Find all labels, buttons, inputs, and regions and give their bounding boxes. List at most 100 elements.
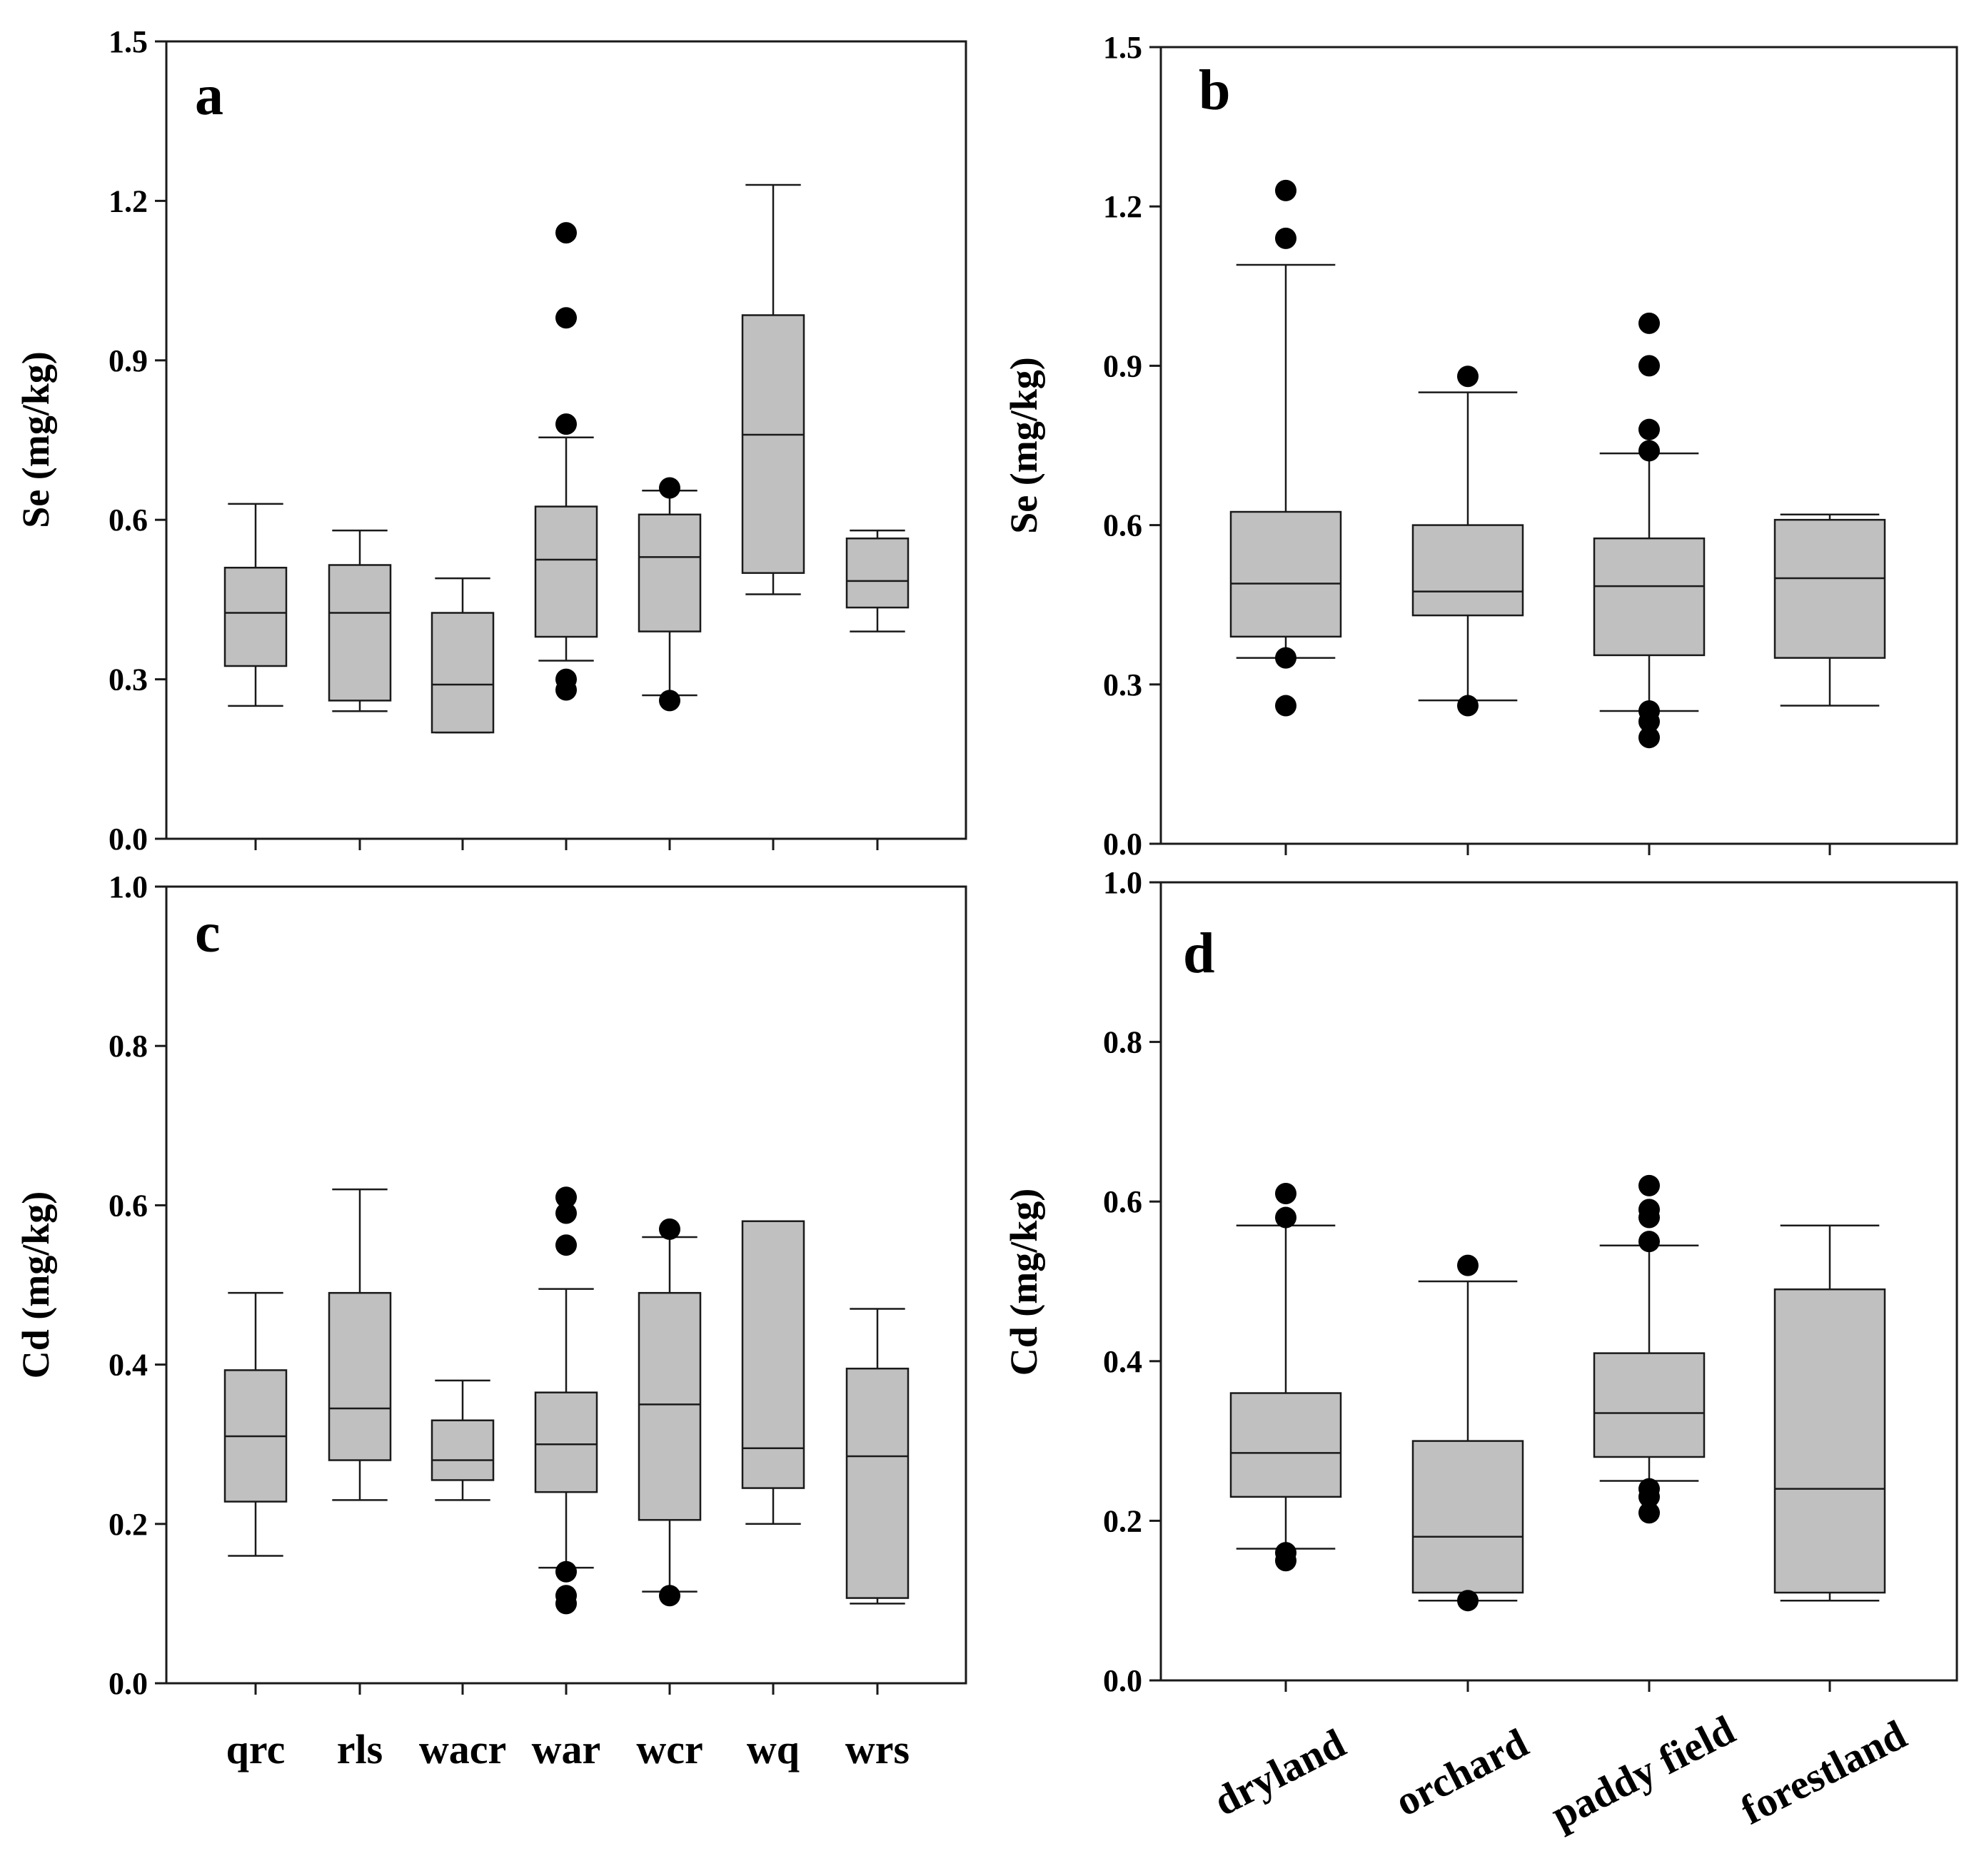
y-tick-label: 1.5 xyxy=(1103,30,1142,65)
box-forestland xyxy=(1773,513,1886,707)
y-tick-label: 0.6 xyxy=(109,503,148,538)
box-wrs xyxy=(845,529,910,632)
iqr-box xyxy=(638,1291,702,1521)
iqr-box xyxy=(638,513,702,632)
y-tick-label: 0.6 xyxy=(1103,1184,1142,1219)
outlier-point xyxy=(1638,1174,1660,1196)
outlier-point xyxy=(1638,1486,1660,1508)
outlier-point xyxy=(1275,227,1296,249)
y-tick-label: 0.6 xyxy=(109,1188,148,1223)
outlier-point xyxy=(555,1202,577,1224)
y-tick-label: 1.2 xyxy=(1103,189,1142,224)
outlier-point xyxy=(555,307,577,329)
y-axis-title: Cd (mg/kg) xyxy=(14,1191,57,1379)
outlier-point xyxy=(1638,312,1660,334)
outlier-point xyxy=(555,1593,577,1615)
outlier-point xyxy=(555,413,577,435)
outlier-point xyxy=(1275,179,1296,201)
box-qrc xyxy=(223,1291,288,1557)
box-orchard xyxy=(1411,1254,1524,1612)
box-forestland xyxy=(1773,1224,1886,1602)
y-axis-title: Se (mg/kg) xyxy=(14,351,57,528)
iqr-box xyxy=(845,538,910,609)
outlier-point xyxy=(1275,1183,1296,1205)
outlier-point xyxy=(1638,1502,1660,1524)
outlier-point xyxy=(659,477,680,499)
box-wcr xyxy=(638,477,702,712)
category-label: qrc xyxy=(226,1726,286,1772)
outlier-point xyxy=(659,1585,680,1607)
iqr-box xyxy=(1593,1352,1706,1458)
box-wcr xyxy=(638,1218,702,1607)
box-rls xyxy=(328,1188,392,1501)
iqr-box xyxy=(845,1367,910,1599)
y-tick-label: 0.0 xyxy=(109,1666,148,1701)
box-qrc xyxy=(223,503,288,707)
iqr-box xyxy=(1229,510,1342,638)
outlier-point xyxy=(555,1186,577,1209)
outlier-point xyxy=(1457,1590,1479,1612)
outlier-point xyxy=(1638,710,1660,732)
panel-label: d xyxy=(1183,922,1215,985)
outlier-point xyxy=(1638,355,1660,377)
panel-label: b xyxy=(1199,59,1231,122)
y-tick-label: 1.0 xyxy=(1103,865,1142,900)
outlier-point xyxy=(1275,647,1296,669)
outlier-point xyxy=(659,690,680,712)
outlier-point xyxy=(1638,727,1660,749)
panel-b: 0.0 0.3 0.6 0.9 1.2 1.5 Se (mg/kg) b xyxy=(1002,30,1958,862)
y-tick-label: 0.9 xyxy=(109,343,148,378)
category-label: wacr xyxy=(419,1726,506,1772)
iqr-box xyxy=(430,1419,495,1481)
y-tick-label: 0.0 xyxy=(109,822,148,857)
outlier-point xyxy=(1275,1206,1296,1229)
plot-frame xyxy=(1159,46,1958,845)
outlier-point xyxy=(1457,1254,1479,1276)
outlier-point xyxy=(1638,418,1660,440)
y-tick-label: 0.4 xyxy=(1103,1344,1142,1379)
box-dryland xyxy=(1229,1183,1342,1572)
iqr-box xyxy=(1411,524,1524,617)
iqr-box xyxy=(1773,518,1886,659)
outlier-point xyxy=(1457,365,1479,388)
y-tick-label: 0.0 xyxy=(1103,827,1142,862)
y-tick-label: 0.9 xyxy=(1103,348,1142,383)
outlier-point xyxy=(1638,1206,1660,1229)
iqr-box xyxy=(534,505,598,638)
iqr-box xyxy=(1411,1440,1524,1594)
box-wq xyxy=(741,1220,805,1525)
iqr-box xyxy=(1773,1288,1886,1594)
y-tick-label: 0.2 xyxy=(1103,1503,1142,1538)
box-dryland xyxy=(1229,179,1342,717)
iqr-box xyxy=(741,314,805,574)
y-tick-label: 0.0 xyxy=(1103,1663,1142,1698)
outlier-point xyxy=(555,1234,577,1256)
y-tick-label: 0.8 xyxy=(1103,1025,1142,1060)
category-label: war xyxy=(532,1726,601,1772)
y-tick-label: 0.6 xyxy=(1103,508,1142,543)
box-orchard xyxy=(1411,365,1524,717)
box-paddy-field xyxy=(1593,312,1706,749)
outlier-point xyxy=(1275,1550,1296,1572)
iqr-box xyxy=(223,566,288,667)
category-label: wq xyxy=(747,1726,800,1772)
outlier-point xyxy=(555,222,577,244)
box-rls xyxy=(328,529,392,712)
outlier-point xyxy=(555,679,577,701)
plot-frame xyxy=(1159,881,1958,1682)
y-axis-title: Cd (mg/kg) xyxy=(1002,1189,1045,1376)
y-tick-label: 0.3 xyxy=(1103,667,1142,702)
panel-a: 0.0 0.3 0.6 0.9 1.2 1.5 Se (mg/kg) a xyxy=(14,24,967,857)
box-paddy-field xyxy=(1593,1174,1706,1524)
iqr-box xyxy=(328,564,392,702)
outlier-point xyxy=(1638,1231,1660,1253)
category-label: wrs xyxy=(845,1726,910,1772)
box-wq xyxy=(741,183,805,595)
iqr-box xyxy=(1593,537,1706,657)
box-war xyxy=(534,1186,598,1615)
y-axis-title: Se (mg/kg) xyxy=(1002,357,1045,533)
outlier-point xyxy=(1638,440,1660,462)
